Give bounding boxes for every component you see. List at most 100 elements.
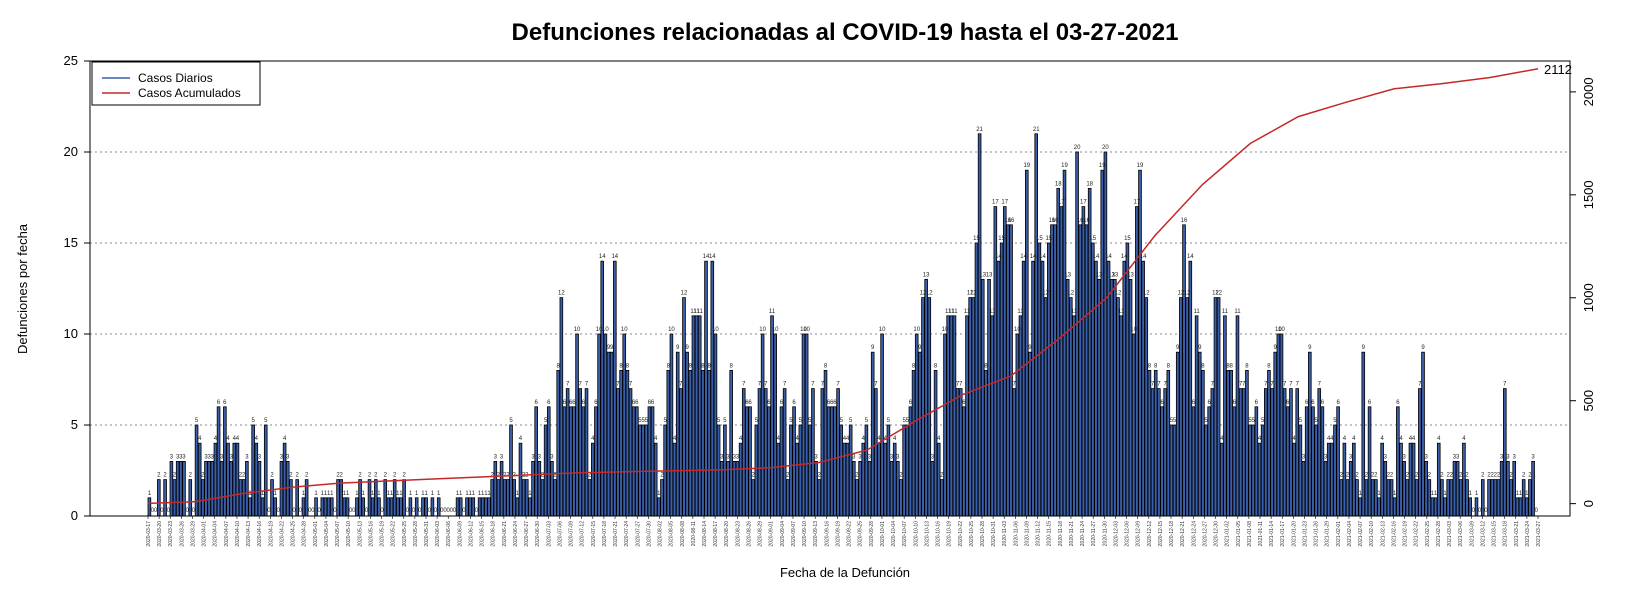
bar (650, 406, 655, 517)
bar (669, 333, 674, 517)
y2-tick-label: 0 (1581, 500, 1596, 507)
data-label: 7 (1242, 382, 1246, 388)
x-tick-label: 2020-04-07 (224, 521, 230, 547)
data-label: 16 (1005, 218, 1012, 224)
data-label: 11 (964, 309, 971, 315)
bar (270, 479, 274, 517)
x-tick-label: 2020-09-13 (813, 521, 819, 547)
data-label: 3 (538, 454, 542, 460)
bar (1289, 388, 1293, 517)
data-label: 0 (1472, 508, 1476, 514)
bar (987, 278, 991, 517)
bar (1119, 315, 1123, 517)
data-label: 2 (374, 473, 378, 479)
data-label: 1 (327, 491, 331, 497)
y2-tick-label: 1500 (1581, 180, 1596, 209)
x-tick-label: 2021-03-12 (1480, 521, 1486, 547)
bar (1436, 442, 1441, 517)
data-label: 7 (836, 382, 840, 388)
bar (820, 388, 825, 517)
data-label: 5 (887, 418, 891, 424)
bar (594, 406, 598, 517)
bar (1455, 460, 1460, 517)
data-label: 6 (1336, 400, 1340, 406)
bar (616, 388, 620, 517)
bar (1320, 406, 1325, 517)
data-label: 3 (229, 454, 233, 460)
data-label: 7 (821, 382, 825, 388)
data-label: 14 (709, 254, 716, 260)
data-label: 6 (1396, 400, 1400, 406)
data-label: 9 (1308, 345, 1312, 351)
bar (1465, 479, 1469, 517)
data-label: 19 (1137, 163, 1144, 169)
bar (1317, 388, 1322, 517)
bar (301, 497, 306, 517)
data-label: 1 (261, 491, 265, 497)
data-label: 6 (572, 400, 576, 406)
x-tick-label: 2021-02-16 (1391, 521, 1397, 547)
bar (197, 442, 202, 517)
data-label: 11 (1071, 309, 1078, 315)
x-tick-label: 2020-11-24 (1080, 521, 1086, 546)
data-label: 4 (739, 436, 743, 442)
bar (342, 497, 347, 517)
y2-tick-label: 1000 (1581, 283, 1596, 312)
data-label: 3 (1302, 454, 1306, 460)
bar (1512, 460, 1517, 517)
bar (1091, 242, 1095, 517)
data-label: 7 (811, 382, 815, 388)
x-tick-label: 2020-07-18 (602, 521, 608, 547)
data-label: 2 (1528, 473, 1532, 479)
x-tick-label: 2020-07-30 (646, 521, 652, 547)
x-tick-label: 2021-02-07 (1358, 521, 1364, 547)
x-tick-label: 2020-07-24 (624, 521, 630, 547)
data-label: 4 (1352, 436, 1356, 442)
bar (713, 333, 718, 517)
data-label: 2 (553, 473, 557, 479)
x-tick-label: 2020-12-12 (1147, 521, 1153, 547)
data-label: 5 (251, 418, 255, 424)
bar (1499, 460, 1504, 517)
bar (490, 479, 494, 517)
bar (679, 388, 683, 517)
data-label: 11 (697, 309, 704, 315)
bar (1002, 206, 1007, 517)
data-label: 1 (343, 491, 347, 497)
legend-label-cumulative: Casos Acumulados (138, 86, 241, 100)
data-label: 5 (1204, 418, 1208, 424)
bar (169, 460, 174, 517)
bar (1245, 369, 1249, 517)
data-label: 19 (1023, 163, 1030, 169)
bar (1040, 260, 1045, 517)
data-label: 4 (214, 436, 218, 442)
bar (836, 388, 840, 517)
data-label: 1 (484, 491, 488, 497)
data-label: 0 (267, 508, 271, 514)
bar (1021, 260, 1026, 517)
bar (229, 460, 233, 517)
data-label: 1 (1516, 491, 1520, 497)
bar (1213, 297, 1218, 517)
data-label: 20 (1074, 145, 1081, 151)
bar (641, 424, 645, 517)
data-label: 3 (182, 454, 186, 460)
bar (748, 406, 752, 517)
data-label: 1 (465, 491, 469, 497)
data-label: 3 (1453, 454, 1457, 460)
data-label: 7 (874, 382, 878, 388)
bar (1326, 442, 1331, 517)
data-label: 6 (1286, 400, 1290, 406)
data-label: 2 (1481, 473, 1485, 479)
x-tick-label: 2021-02-28 (1436, 521, 1442, 547)
x-tick-label: 2020-11-27 (1091, 521, 1097, 546)
data-label: 2 (1374, 473, 1378, 479)
bar (1175, 351, 1180, 517)
x-tick-label: 2020-04-28 (302, 521, 308, 547)
data-label: 13 (1096, 272, 1103, 278)
bar (858, 460, 862, 517)
bar (1097, 278, 1101, 517)
data-label: 10 (602, 327, 609, 333)
x-tick-label: 2020-09-25 (858, 521, 864, 547)
